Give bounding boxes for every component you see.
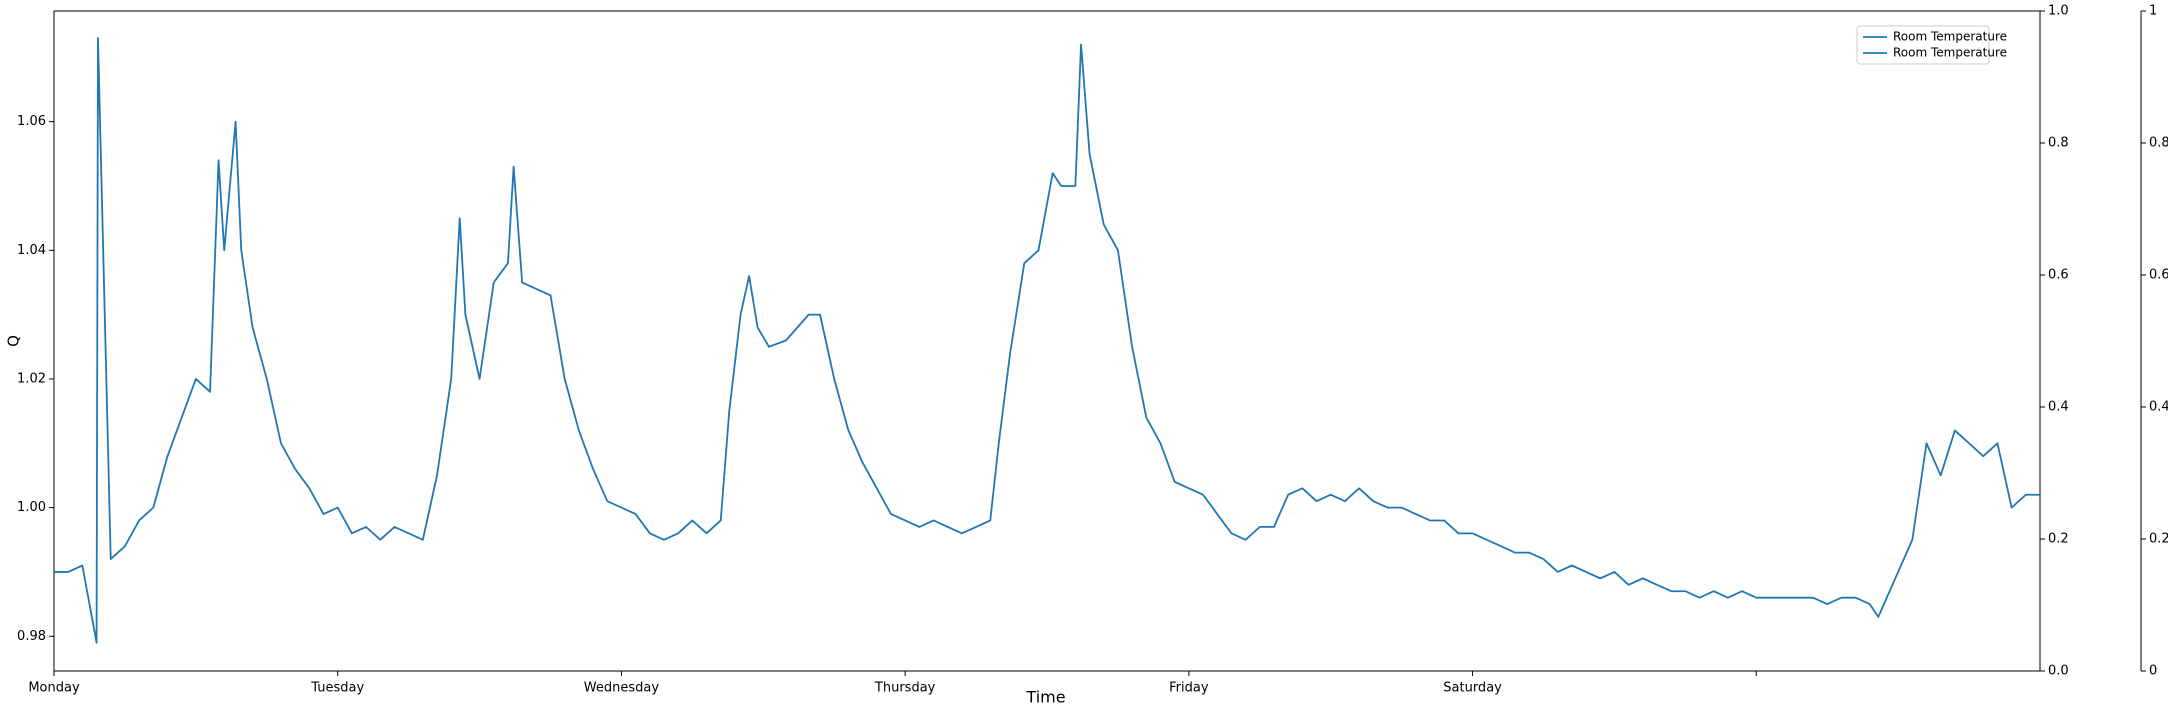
data-line	[54, 37, 2040, 644]
legend-label: Room Temperature	[1893, 46, 2007, 60]
y3-tick-label: 0.2	[2149, 532, 2168, 547]
x-tick-label: Tuesday	[310, 681, 364, 696]
y2-tick-label: 0.6	[2048, 268, 2069, 283]
x-tick-label: Monday	[28, 681, 80, 696]
y-tick-label: 1.06	[17, 114, 46, 129]
y-tick-label: 1.00	[17, 500, 46, 515]
x-axis-label: Time	[1025, 688, 1065, 707]
y-tick-label: 1.04	[17, 243, 46, 258]
legend-box	[1856, 25, 1990, 65]
y3-tick-label: 0.8	[2149, 136, 2168, 151]
y-tick-label: 0.98	[17, 629, 46, 644]
y3-tick-label: 0.4	[2149, 400, 2168, 415]
y3-tick-label: 1	[2149, 4, 2157, 19]
legend-label: Room Temperature	[1893, 30, 2007, 44]
y2-tick-label: 0.8	[2048, 136, 2069, 151]
x-tick-label: Thursday	[874, 681, 936, 696]
y3-tick-label: 0	[2149, 664, 2157, 679]
x-tick-label: Saturday	[1443, 681, 1502, 696]
y2-tick-label: 0.2	[2048, 532, 2069, 547]
x-tick-label: Wednesday	[584, 681, 660, 696]
x-tick-label: Friday	[1169, 681, 1209, 696]
y2-tick-label: 0.0	[2048, 664, 2069, 679]
y-tick-label: 1.02	[17, 371, 46, 386]
y2-tick-label: 1.0	[2048, 4, 2069, 19]
y3-tick-label: 0.6	[2149, 268, 2168, 283]
y2-tick-label: 0.4	[2048, 400, 2069, 415]
y-axis-label: Q	[5, 335, 23, 347]
plot-frame	[53, 10, 2041, 672]
